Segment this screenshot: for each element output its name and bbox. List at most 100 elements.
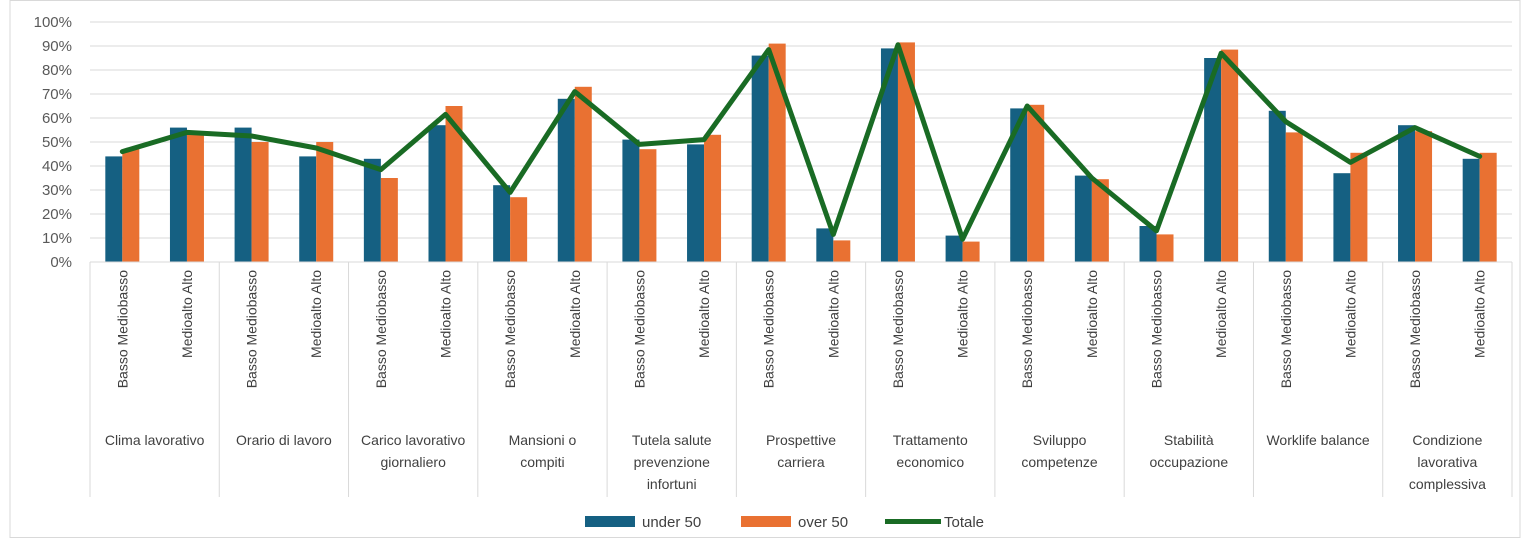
- bar-over-50: [962, 241, 980, 262]
- x-sub-label: Medioalto Alto: [179, 270, 195, 358]
- x-category-label: Worklife balance: [1266, 432, 1369, 448]
- bar-under-50: [234, 127, 252, 262]
- x-category-label-line: prevenzione: [634, 454, 710, 470]
- bar-under-50: [1333, 173, 1351, 262]
- x-axis: Basso Mediobasso Medioalto Alto Clima lavo…: [89, 261, 1513, 497]
- y-axis: 0% 10% 20% 30% 40% 50% 60% 70% 80% 90% 100%: [34, 14, 72, 271]
- x-category-label: Carico lavorativo giornaliero: [361, 432, 465, 470]
- legend-swatch: [585, 516, 635, 527]
- x-category-label-line: complessiva: [1409, 476, 1486, 492]
- bar-under-50: [1204, 58, 1222, 262]
- bar-over-50: [639, 149, 657, 262]
- x-category-label-line: infortuni: [647, 476, 697, 492]
- x-category-label-line: compiti: [520, 454, 564, 470]
- bar-under-50: [816, 228, 834, 262]
- x-sub-label: Medioalto Alto: [1084, 270, 1100, 358]
- x-sub-label: Basso Mediobasso: [373, 270, 389, 389]
- bar-under-50: [1139, 226, 1157, 262]
- x-category-label-line: Trattamento: [893, 432, 968, 448]
- legend-label: over 50: [798, 514, 848, 531]
- x-sub-label: Basso Mediobasso: [1407, 270, 1423, 389]
- bar-under-50: [1268, 110, 1286, 262]
- x-category-label-line: Sviluppo: [1033, 432, 1087, 448]
- x-sub-label: Basso Mediobasso: [244, 270, 260, 389]
- bar-over-50: [768, 43, 786, 262]
- x-category-label: Orario di lavoro: [236, 432, 332, 448]
- x-category-label: Clima lavorativo: [105, 432, 205, 448]
- x-category-label-line: giornaliero: [380, 454, 446, 470]
- y-tick-label: 70%: [42, 86, 72, 103]
- bar-over-50: [1285, 132, 1303, 262]
- x-sub-label: Basso Mediobasso: [502, 270, 518, 389]
- bar-under-50: [493, 185, 511, 262]
- bar-under-50: [363, 158, 381, 262]
- x-category-label-line: Carico lavorativo: [361, 432, 465, 448]
- x-category-label-line: Condizione: [1412, 432, 1482, 448]
- x-sub-label: Medioalto Alto: [567, 270, 583, 358]
- bar-under-50: [1462, 158, 1480, 262]
- legend-label: under 50: [642, 514, 701, 531]
- y-tick-label: 10%: [42, 230, 72, 247]
- x-category-label-line: economico: [896, 454, 964, 470]
- x-category-label-line: carriera: [777, 454, 825, 470]
- x-sub-label: Basso Mediobasso: [631, 270, 647, 389]
- bar-under-50: [751, 55, 769, 262]
- bar-over-50: [251, 142, 269, 262]
- x-sub-label: Basso Mediobasso: [761, 270, 777, 389]
- x-category-label: Prospettive carriera: [766, 432, 836, 470]
- x-category-label-line: Prospettive: [766, 432, 836, 448]
- bar-under-50: [1398, 125, 1416, 262]
- bar-over-50: [1415, 131, 1433, 262]
- y-tick-label: 30%: [42, 182, 72, 199]
- bar-under-50: [1074, 175, 1092, 262]
- x-sub-label: Medioalto Alto: [308, 270, 324, 358]
- x-category-label-line: lavorativa: [1417, 454, 1477, 470]
- y-tick-label: 20%: [42, 206, 72, 223]
- bar-over-50: [510, 197, 528, 262]
- x-category-label-line: Worklife balance: [1266, 432, 1369, 448]
- bar-over-50: [186, 134, 204, 262]
- x-sub-label: Medioalto Alto: [1472, 270, 1488, 358]
- x-category-label: Sviluppo competenze: [1021, 432, 1097, 470]
- x-category-label-line: Mansioni o: [509, 432, 577, 448]
- bar-over-50: [122, 149, 140, 262]
- x-category-label: Stabilità occupazione: [1150, 432, 1229, 470]
- bar-over-50: [833, 240, 851, 262]
- x-sub-label: Medioalto Alto: [1213, 270, 1229, 358]
- bar-under-50: [687, 144, 705, 262]
- bar-under-50: [169, 127, 187, 262]
- legend-label: Totale: [944, 514, 984, 531]
- line-totale: [119, 42, 1483, 242]
- y-tick-label: 50%: [42, 134, 72, 151]
- x-sub-label: Medioalto Alto: [955, 270, 971, 358]
- bar-under-50: [1010, 108, 1028, 263]
- totale-line: [119, 42, 1483, 242]
- x-category-label-line: competenze: [1021, 454, 1097, 470]
- bar-over-50: [1479, 152, 1497, 262]
- x-sub-label: Medioalto Alto: [438, 270, 454, 358]
- bar-over-50: [1156, 234, 1174, 262]
- bar-over-50: [1027, 104, 1045, 262]
- x-sub-label: Basso Mediobasso: [114, 270, 130, 389]
- y-tick-label: 90%: [42, 38, 72, 55]
- bar-under-50: [880, 48, 898, 263]
- y-tick-label: 100%: [34, 14, 72, 31]
- y-tick-label: 0%: [50, 254, 72, 271]
- bar-under-50: [557, 98, 575, 262]
- x-sub-label: Medioalto Alto: [1342, 270, 1358, 358]
- bar-under-50: [299, 156, 317, 262]
- x-category-label: Trattamento economico: [893, 432, 968, 470]
- y-tick-label: 40%: [42, 158, 72, 175]
- x-category-label-line: Clima lavorativo: [105, 432, 205, 448]
- x-sub-label: Medioalto Alto: [696, 270, 712, 358]
- bar-over-50: [704, 134, 722, 262]
- bar-over-50: [380, 178, 398, 262]
- x-sub-label: Medioalto Alto: [825, 270, 841, 358]
- x-category-label-line: Orario di lavoro: [236, 432, 332, 448]
- bar-under-50: [622, 139, 640, 262]
- bar-over-50: [1221, 49, 1239, 262]
- x-sub-label: Basso Mediobasso: [1149, 270, 1165, 389]
- y-tick-label: 80%: [42, 62, 72, 79]
- y-tick-label: 60%: [42, 110, 72, 127]
- x-category-label: Mansioni o compiti: [509, 432, 577, 470]
